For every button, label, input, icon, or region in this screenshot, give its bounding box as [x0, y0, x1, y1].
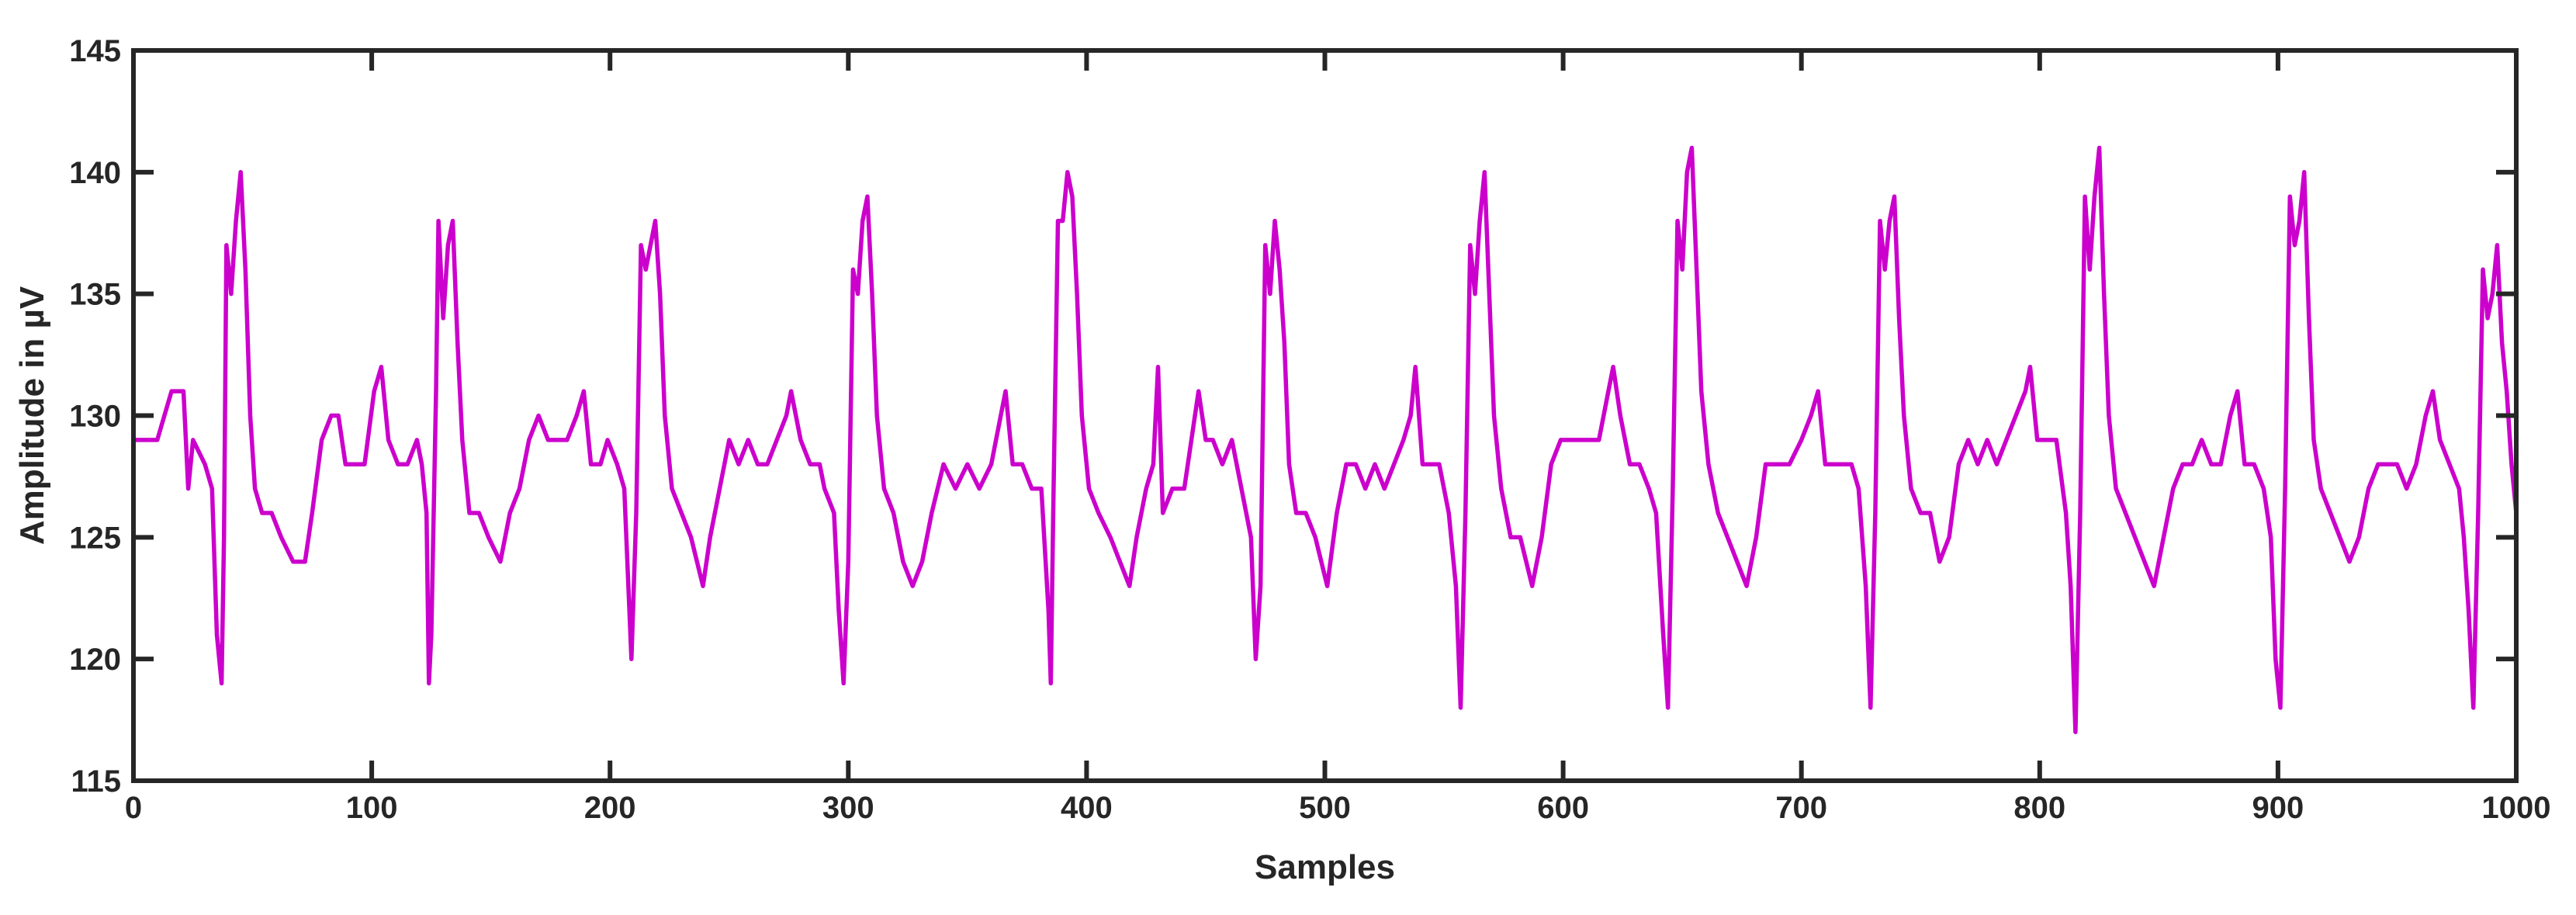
y-tick-label: 125	[69, 521, 121, 555]
x-tick-label: 100	[346, 791, 398, 825]
x-tick-label: 300	[822, 791, 874, 825]
x-tick-label: 700	[1775, 791, 1827, 825]
x-tick-label: 900	[2252, 791, 2304, 825]
y-tick-label: 145	[69, 34, 121, 68]
x-tick-label: 400	[1061, 791, 1113, 825]
y-tick-label: 115	[71, 764, 121, 799]
y-axis-label: Amplitude in µV	[13, 286, 51, 545]
x-tick-label: 1000	[2482, 791, 2551, 825]
y-tick-label: 140	[69, 156, 121, 190]
data-layer	[131, 145, 2519, 735]
x-tick-label: 600	[1537, 791, 1589, 825]
x-tick-label: 0	[125, 791, 142, 825]
x-axis-label: Samples	[1255, 848, 1395, 886]
label-layer: 0 100 200 300 400 500 600 700 800 900 1000 115 120 12…	[13, 34, 2550, 886]
y-tick-label: 135	[69, 278, 121, 312]
x-tick-label: 200	[584, 791, 636, 825]
x-tick-label: 500	[1299, 791, 1351, 825]
series-line-0	[131, 145, 2519, 735]
axes-layer	[131, 48, 2519, 783]
y-tick-label: 130	[69, 400, 121, 434]
y-tick-label: 120	[69, 643, 121, 677]
x-tick-label: 800	[2013, 791, 2065, 825]
